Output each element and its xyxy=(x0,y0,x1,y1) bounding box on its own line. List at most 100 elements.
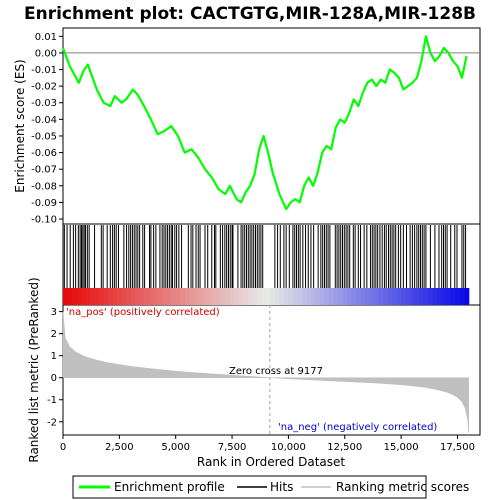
es-tick-label: -0.10 xyxy=(31,215,57,226)
gradient-segment xyxy=(455,288,461,305)
gradient-segment xyxy=(243,288,249,305)
gradient-segment xyxy=(351,288,357,305)
es-axis: 0.01 0.00 -0.01 -0.02 -0.03 -0.04 -0.05 -0.06 -0… xyxy=(31,32,63,226)
x-tick-label: 10,000 xyxy=(271,442,306,453)
gradient-segment xyxy=(428,288,434,305)
gradient-segment xyxy=(405,288,411,305)
gradient-segment xyxy=(288,288,294,305)
gradient-segment xyxy=(94,288,100,305)
gradient-segment xyxy=(437,288,443,305)
es-tick-label: -0.09 xyxy=(31,198,57,209)
es-tick-label: -0.08 xyxy=(31,181,57,192)
gradient-segment xyxy=(387,288,393,305)
hits-layer xyxy=(63,225,467,288)
gradient-segment xyxy=(369,288,375,305)
metric-axis: 3 2 1 0 -1 -2 xyxy=(47,307,63,428)
gradient-segment xyxy=(144,288,150,305)
gradient-segment xyxy=(319,288,326,305)
legend: Enrichment profile Hits Ranking metric s… xyxy=(72,475,469,499)
gradient-segment xyxy=(207,288,213,305)
na-pos-label: 'na_pos' (positively correlated) xyxy=(66,307,220,318)
rank-gradient-bar xyxy=(63,288,470,305)
gradient-segment xyxy=(202,288,208,305)
gradient-segment xyxy=(238,288,244,305)
metric-axis-label: Ranked list metric (PreRanked) xyxy=(27,277,41,462)
gradient-segment xyxy=(396,288,402,305)
gradient-segment xyxy=(297,288,303,305)
gradient-segment xyxy=(378,288,384,305)
gradient-segment xyxy=(166,288,172,305)
gradient-segment xyxy=(72,288,78,305)
gradient-segment xyxy=(126,288,132,305)
enrichment-profile-line xyxy=(61,35,468,211)
x-axis: 0 2,500 5,000 7,500 10,000 12,500 15,000 17,500 xyxy=(60,435,475,453)
gradient-segment xyxy=(162,288,168,305)
metric-tick-label: 3 xyxy=(51,307,57,318)
gradient-segment xyxy=(392,288,398,305)
x-tick-label: 15,000 xyxy=(384,442,419,453)
gradient-segment xyxy=(270,288,276,305)
es-tick-label: -0.04 xyxy=(31,115,57,126)
es-tick-label: -0.03 xyxy=(31,98,57,109)
es-tick-label: -0.05 xyxy=(31,131,57,142)
gradient-segment xyxy=(81,288,87,305)
gradient-segment xyxy=(63,288,69,305)
gradient-segment xyxy=(274,288,280,305)
gradient-segment xyxy=(247,288,253,305)
na-neg-label: 'na_neg' (negatively correlated) xyxy=(278,422,437,433)
gradient-segment xyxy=(414,288,420,305)
gradient-segment xyxy=(171,288,177,305)
gradient-segment xyxy=(383,288,389,305)
gradient-segment xyxy=(103,288,109,305)
gradient-segment xyxy=(198,288,204,305)
gradient-segment xyxy=(130,288,136,305)
x-tick-label: 2,500 xyxy=(105,442,134,453)
gradient-segment xyxy=(423,288,429,305)
es-tick-label: 0.01 xyxy=(35,32,57,43)
gradient-segment xyxy=(324,288,330,305)
gradient-segment xyxy=(464,288,470,305)
gradient-segment xyxy=(99,288,105,305)
gradient-segment xyxy=(360,288,366,305)
es-axis-label: Enrichment score (ES) xyxy=(13,59,27,192)
x-tick-label: 5,000 xyxy=(161,442,190,453)
es-layer xyxy=(61,35,480,211)
gradient-segment xyxy=(157,288,163,305)
gradient-segment xyxy=(450,288,456,305)
gradient-segment xyxy=(283,288,290,305)
gradient-segment xyxy=(419,288,425,305)
gradient-segment xyxy=(292,288,299,305)
gradient-segment xyxy=(310,288,317,305)
gradient-segment xyxy=(211,288,217,305)
metric-layer xyxy=(62,305,469,435)
gradient-segment xyxy=(90,288,96,305)
gradient-segment xyxy=(135,288,141,305)
gradient-segment xyxy=(234,288,240,305)
legend-metric-label: Ranking metric scores xyxy=(336,480,469,494)
gradient-segment xyxy=(301,288,308,305)
gradient-segment xyxy=(189,288,195,305)
gradient-segment xyxy=(328,288,335,305)
gradient-segment xyxy=(225,288,231,305)
gradient-segment xyxy=(306,288,312,305)
gradient-segment xyxy=(175,288,181,305)
gradient-segment xyxy=(356,288,362,305)
legend-hits-label: Hits xyxy=(270,480,293,494)
gradient-segment xyxy=(184,288,190,305)
es-tick-label: -0.07 xyxy=(31,165,57,176)
x-tick-label: 12,500 xyxy=(327,442,362,453)
gradient-segment xyxy=(180,288,186,305)
gradient-segment xyxy=(337,288,344,305)
legend-enrichment-label: Enrichment profile xyxy=(114,480,225,494)
gradient-segment xyxy=(148,288,154,305)
gradient-segment xyxy=(85,288,91,305)
gradient-segment xyxy=(365,288,371,305)
gradient-segment xyxy=(446,288,452,305)
gradient-segment xyxy=(153,288,159,305)
gradient-segment xyxy=(374,288,380,305)
gradient-segment xyxy=(261,288,267,305)
gradient-segment xyxy=(252,288,258,305)
gradient-segment xyxy=(410,288,416,305)
gradient-segment xyxy=(216,288,222,305)
gradient-segment xyxy=(441,288,447,305)
